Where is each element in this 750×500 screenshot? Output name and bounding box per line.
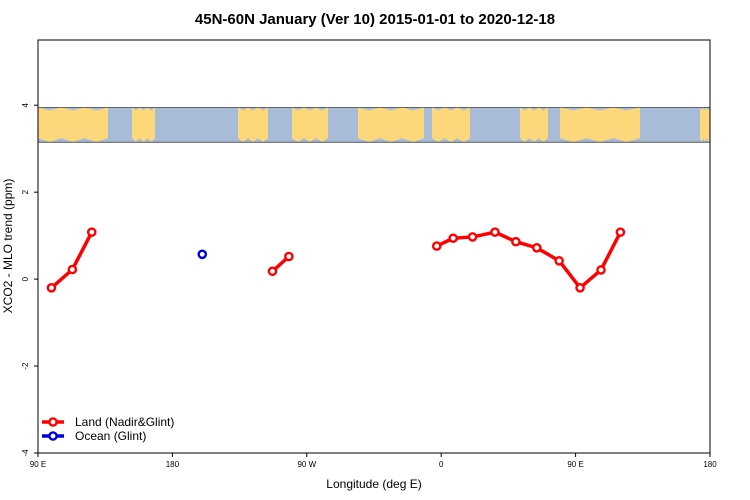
data-point bbox=[67, 264, 78, 275]
legend-label: Ocean (Glint) bbox=[75, 429, 146, 443]
plot-frame bbox=[37, 39, 711, 454]
map-land bbox=[700, 107, 710, 143]
x-tick-label: 0 bbox=[439, 460, 444, 469]
x-tick-label: 180 bbox=[703, 460, 717, 469]
legend-label: Land (Nadir&Glint) bbox=[75, 415, 174, 429]
series-layer bbox=[46, 227, 626, 293]
legend-marker bbox=[48, 431, 58, 441]
x-tick-label: 90 E bbox=[30, 460, 46, 469]
data-point bbox=[86, 227, 97, 237]
series-land-nadir-glint- bbox=[46, 227, 626, 293]
data-point bbox=[575, 282, 585, 293]
data-point bbox=[267, 266, 278, 277]
y-tick-label: -2 bbox=[21, 362, 30, 370]
map-land bbox=[520, 107, 548, 143]
data-point bbox=[467, 232, 478, 242]
map-land bbox=[238, 107, 268, 143]
data-point bbox=[596, 265, 606, 275]
data-point bbox=[46, 282, 57, 293]
y-axis: -4 -2 0 2 4 bbox=[21, 102, 38, 457]
series-ocean-glint- bbox=[197, 249, 208, 260]
data-point bbox=[490, 227, 500, 237]
x-tick-label: 90 W bbox=[297, 460, 316, 469]
x-axis: 90 E 180 90 W 0 90 E 180 bbox=[30, 453, 717, 469]
y-tick-label: 0 bbox=[21, 276, 30, 281]
map-land bbox=[292, 107, 328, 143]
map-land bbox=[432, 107, 470, 143]
data-point bbox=[431, 241, 442, 251]
y-tick-label: 4 bbox=[21, 102, 30, 107]
chart-title: 45N-60N January (Ver 10) 2015-01-01 to 2… bbox=[195, 11, 555, 28]
world-map-band bbox=[38, 107, 710, 143]
map-land bbox=[560, 107, 640, 143]
legend-marker bbox=[48, 417, 58, 427]
data-point bbox=[554, 256, 564, 266]
x-tick-label: 180 bbox=[166, 460, 180, 469]
map-land bbox=[38, 107, 108, 143]
x-axis-label: Longitude (deg E) bbox=[326, 477, 421, 491]
map-land bbox=[358, 107, 424, 143]
data-point bbox=[531, 243, 542, 253]
series-line bbox=[435, 230, 622, 290]
data-point bbox=[448, 233, 458, 244]
data-point bbox=[197, 249, 208, 260]
y-axis-label: XCO2 - MLO trend (ppm) bbox=[1, 179, 15, 314]
map-land bbox=[132, 107, 155, 143]
x-tick-label: 90 E bbox=[567, 460, 583, 469]
legend: Land (Nadir&Glint)Ocean (Glint) bbox=[42, 415, 174, 443]
data-point bbox=[511, 236, 521, 247]
series-line bbox=[50, 231, 94, 290]
data-point bbox=[615, 227, 626, 237]
data-point bbox=[284, 251, 294, 262]
y-tick-label: -4 bbox=[21, 449, 30, 457]
y-tick-label: 2 bbox=[21, 189, 30, 194]
